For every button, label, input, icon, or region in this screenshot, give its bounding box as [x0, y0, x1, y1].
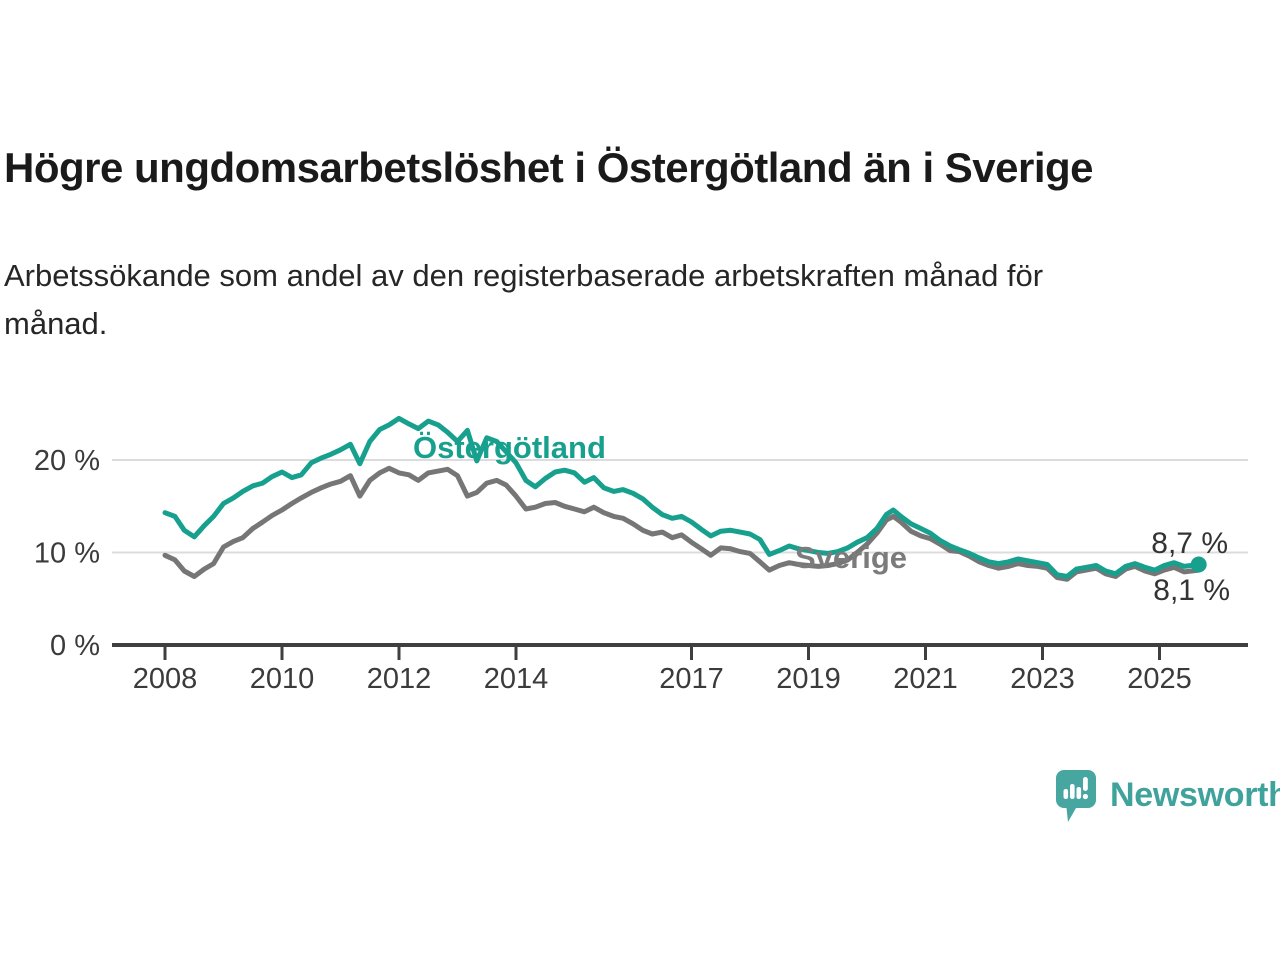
- subtitle-line-1: Arbetssökande som andel av den registerb…: [4, 258, 1044, 293]
- series-line-Sverige: [162, 465, 1202, 582]
- x-axis-tick-label: 2023: [1010, 663, 1075, 695]
- y-axis-tick-label: 20 %: [34, 445, 100, 477]
- bar-3: [1076, 787, 1082, 799]
- chart-subtitle: Arbetssökande som andel av den registerb…: [4, 252, 1184, 348]
- newsworthy-icon: [1056, 770, 1096, 822]
- end-value-label-Östergötland: 8,7 %: [1151, 527, 1228, 560]
- y-axis-tick-label: 0 %: [50, 630, 100, 662]
- x-axis-tick-label: 2008: [133, 663, 198, 695]
- x-axis-tick-label: 2021: [893, 663, 958, 695]
- x-axis-tick-label: 2025: [1127, 663, 1192, 695]
- x-axis-tick-label: 2010: [250, 663, 315, 695]
- bar-2: [1070, 784, 1075, 799]
- series-label-Sverige: Sverige: [795, 540, 907, 575]
- subtitle-line-2: månad.: [4, 306, 108, 341]
- series-line-Östergötland: [162, 415, 1202, 579]
- x-axis-tick-label: 2014: [484, 663, 549, 695]
- bar-1: [1063, 789, 1069, 799]
- exclamation-dot: [1082, 793, 1088, 800]
- page-title: Högre ungdomsarbetslöshet i Östergötland…: [4, 144, 1094, 191]
- x-axis-tick-label: 2017: [659, 663, 724, 695]
- speech-bubble-shape: [1056, 770, 1096, 822]
- end-value-label-Sverige: 8,1 %: [1153, 574, 1230, 607]
- exclamation-bar: [1083, 777, 1088, 791]
- series-end-dot-Östergötland: [1190, 556, 1207, 573]
- x-axis-tick-label: 2012: [367, 663, 432, 695]
- y-axis-tick-label: 10 %: [34, 538, 100, 570]
- series-label-Östergötland: Östergötland: [413, 430, 606, 465]
- newsworthy-logo[interactable]: Newsworthy: [1056, 770, 1280, 828]
- newsworthy-wordmark: Newsworthy: [1110, 776, 1280, 814]
- x-axis-tick-label: 2019: [776, 663, 841, 695]
